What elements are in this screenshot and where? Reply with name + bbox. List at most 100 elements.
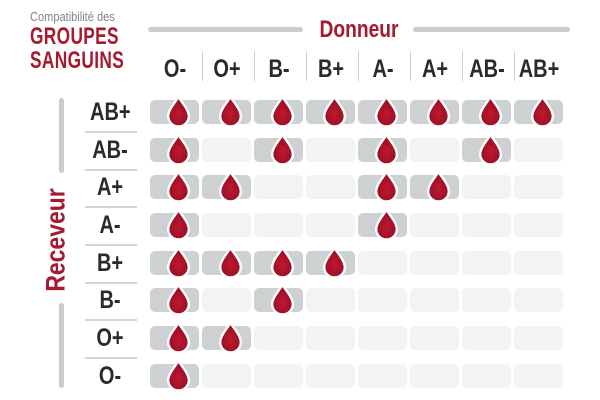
cell-O+-from-AB-	[462, 326, 511, 350]
blood-drop-icon	[166, 170, 191, 203]
cell-O--from-B+	[306, 364, 355, 388]
cell-AB+-from-AB-	[462, 95, 511, 128]
cell-B--from-AB+	[514, 288, 563, 312]
receiver-row-header-O-: O-	[98, 362, 122, 390]
receiver-row-header-B+: B+	[96, 249, 124, 277]
blood-drop-icon	[166, 283, 191, 316]
cell-O+-from-A+	[410, 326, 459, 350]
cell-O--from-AB+	[514, 364, 563, 388]
column-divider	[253, 51, 255, 81]
blood-drop-icon	[166, 95, 191, 128]
blood-drop-icon	[218, 246, 243, 279]
blood-drop-icon	[271, 283, 294, 316]
blood-drop-icon	[166, 133, 191, 166]
cell-B--from-B-	[254, 283, 303, 316]
blood-drop-icon	[166, 246, 191, 279]
receiver-axis-title: Receveur	[40, 188, 71, 292]
blood-drop-icon	[375, 133, 398, 166]
receiver-row-header-O+: O+	[96, 324, 124, 352]
blood-drop-icon	[375, 170, 398, 203]
cell-AB--from-O+	[202, 138, 251, 162]
blood-drop-icon	[166, 359, 191, 392]
donor-rule-left	[148, 27, 303, 32]
blood-drop-icon	[218, 170, 243, 203]
blood-drop-icon	[271, 95, 294, 128]
column-divider	[409, 51, 411, 81]
cell-O--from-A+	[410, 364, 459, 388]
cell-A+-from-B-	[254, 175, 303, 199]
cell-A+-from-A+	[410, 170, 459, 203]
cell-B+-from-AB-	[462, 251, 511, 275]
blood-drop-icon	[218, 95, 243, 128]
blood-drop-icon	[218, 321, 243, 354]
cell-B--from-B+	[306, 288, 355, 312]
column-divider	[461, 51, 463, 81]
donor-col-header-O-: O-	[163, 55, 186, 83]
cell-O--from-B-	[254, 364, 303, 388]
cell-B+-from-B-	[254, 246, 303, 279]
chart-subtitle: Compatibilité des	[30, 9, 115, 24]
cell-O+-from-O+	[202, 321, 251, 354]
cell-O--from-AB-	[462, 364, 511, 388]
cell-AB+-from-A+	[410, 95, 459, 128]
cell-A--from-AB-	[462, 213, 511, 237]
donor-col-header-A+: A+	[421, 55, 448, 83]
donor-col-header-O+: O+	[212, 55, 241, 83]
donor-col-header-B+: B+	[317, 55, 344, 83]
cell-B+-from-O-	[150, 246, 199, 279]
blood-drop-icon	[271, 133, 294, 166]
cell-AB--from-AB-	[462, 133, 511, 166]
cell-A--from-O-	[150, 208, 199, 241]
cell-O+-from-B+	[306, 326, 355, 350]
chart-title-line1: GROUPES	[30, 23, 119, 50]
blood-drop-icon	[375, 208, 398, 241]
cell-O+-from-A-	[358, 326, 407, 350]
receiver-row-header-A-: A-	[99, 211, 121, 239]
blood-drop-icon	[323, 95, 346, 128]
cell-AB--from-AB+	[514, 138, 563, 162]
cell-AB--from-B-	[254, 133, 303, 166]
cell-AB+-from-AB+	[514, 95, 563, 128]
cell-O+-from-B-	[254, 326, 303, 350]
cell-B+-from-AB+	[514, 251, 563, 275]
cell-A+-from-A-	[358, 170, 407, 203]
row-divider	[85, 282, 137, 284]
cell-B--from-A-	[358, 288, 407, 312]
column-divider	[513, 51, 515, 81]
receiver-row-header-AB-: AB-	[92, 136, 128, 164]
cell-O--from-A-	[358, 364, 407, 388]
blood-drop-icon	[323, 246, 346, 279]
cell-A--from-A+	[410, 213, 459, 237]
column-divider	[357, 51, 359, 81]
blood-drop-icon	[271, 246, 294, 279]
cell-A+-from-AB+	[514, 175, 563, 199]
blood-drop-icon	[166, 208, 191, 241]
blood-drop-icon	[479, 133, 502, 166]
blood-drop-icon	[166, 321, 191, 354]
blood-drop-icon	[531, 95, 554, 128]
cell-B--from-O+	[202, 288, 251, 312]
cell-B--from-O-	[150, 283, 199, 316]
cell-AB--from-A-	[358, 133, 407, 166]
cell-A--from-A-	[358, 208, 407, 241]
donor-axis-title: Donneur	[319, 16, 399, 43]
cell-A+-from-O-	[150, 170, 199, 203]
receiver-row-header-AB+: AB+	[90, 98, 131, 126]
cell-O--from-O-	[150, 359, 199, 392]
row-divider	[85, 206, 137, 208]
row-divider	[85, 169, 137, 171]
donor-col-header-AB-: AB-	[468, 55, 505, 83]
column-divider	[305, 51, 307, 81]
cell-O--from-O+	[202, 364, 251, 388]
cell-AB--from-B+	[306, 138, 355, 162]
receiver-row-header-B-: B-	[99, 286, 121, 314]
row-divider	[85, 244, 137, 246]
cell-A--from-B+	[306, 213, 355, 237]
cell-A--from-B-	[254, 213, 303, 237]
cell-B+-from-B+	[306, 246, 355, 279]
donor-col-header-AB+: AB+	[518, 55, 559, 83]
donor-col-header-A-: A-	[371, 55, 394, 83]
cell-B+-from-O+	[202, 246, 251, 279]
donor-rule-right	[413, 27, 570, 32]
row-divider	[85, 357, 137, 359]
